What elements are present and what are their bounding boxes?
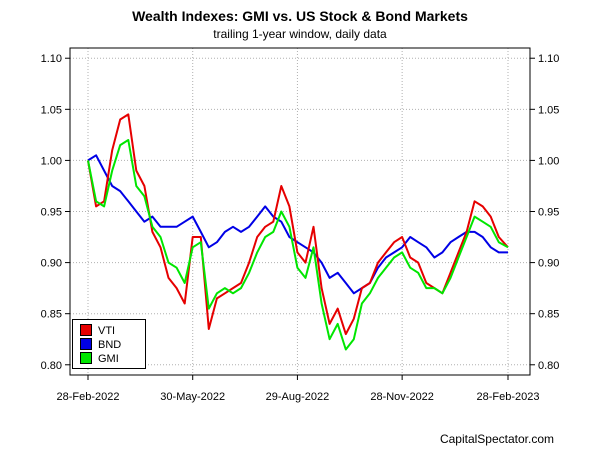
legend-label-bnd: BND [98,339,122,351]
y-tick-label-left: 0.95 [41,207,62,219]
source-credit: CapitalSpectator.com [439,432,554,446]
y-tick-label-left: 0.80 [41,360,62,372]
y-tick-label-left: 1.00 [41,155,62,167]
legend-swatch-gmi [80,352,92,364]
y-tick-label-right: 1.10 [538,53,559,65]
x-tick-label: 29-Aug-2022 [266,391,330,403]
series-line-bnd [87,154,508,295]
x-tick-label: 30-May-2022 [160,391,225,403]
y-tick-label-right: 0.90 [538,258,559,270]
chart-title: Wealth Indexes: GMI vs. US Stock & Bond … [132,8,468,24]
x-tick-label: 28-Nov-2022 [370,391,434,403]
legend-label-gmi: GMI [98,353,119,365]
x-tick-label: 28-Feb-2023 [477,391,540,403]
legend-item-vti: VTI [80,324,115,338]
legend-label-vti: VTI [98,325,116,337]
chart-legend: VTI BND GMI [72,319,146,369]
legend-swatch-vti [80,324,92,336]
legend-item-gmi: GMI [80,352,119,366]
y-tick-label-left: 0.90 [41,258,62,270]
y-tick-label-right: 1.00 [538,155,559,167]
chart-subtitle: trailing 1-year window, daily data [213,27,387,41]
y-tick-label-left: 1.10 [41,53,62,65]
y-tick-label-left: 0.85 [41,309,62,321]
legend-swatch-bnd [80,338,92,350]
plot-border [69,47,531,376]
y-tick-label-right: 0.95 [538,207,559,219]
legend-item-bnd: BND [80,338,121,352]
x-tick-label: 28-Feb-2022 [57,391,120,403]
series-line-gmi [87,139,509,351]
y-tick-label-right: 1.05 [538,104,559,116]
y-tick-label-left: 1.05 [41,104,62,116]
y-tick-label-right: 0.80 [538,360,559,372]
y-tick-label-right: 0.85 [538,309,559,321]
